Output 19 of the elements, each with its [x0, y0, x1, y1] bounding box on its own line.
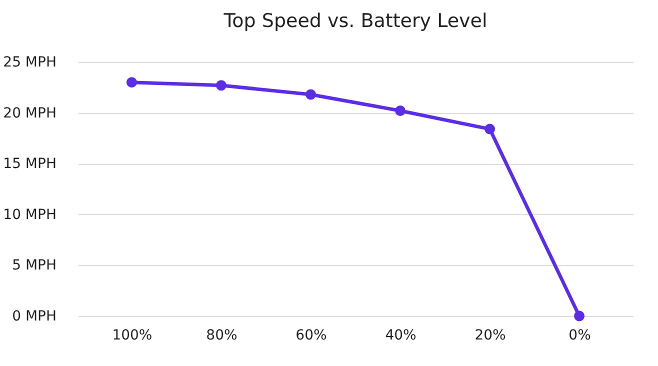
point [574, 310, 585, 322]
point [306, 89, 316, 100]
point [216, 80, 226, 91]
x-tick-label: 20% [474, 328, 506, 344]
y-tick-label: 25 MPH [3, 54, 56, 70]
y-tick-label: 20 MPH [3, 105, 56, 122]
point [395, 106, 406, 116]
y-tick-label: 10 MPH [3, 206, 56, 223]
chart-title: Top Speed vs. Battery Level [222, 10, 488, 32]
point [484, 124, 496, 134]
y-tick-label: 0 MPH [12, 308, 56, 324]
x-tick-label: 40% [385, 328, 416, 344]
x-tick-label: 100% [112, 328, 152, 344]
y-tick-label: 15 MPH [3, 156, 56, 172]
point [126, 77, 137, 88]
x-tick-label: 0% [568, 328, 591, 344]
x-tick-label: 80% [206, 328, 238, 344]
y-tick-label: 5 MPH [12, 258, 56, 274]
x-tick-label: 60% [296, 328, 327, 344]
